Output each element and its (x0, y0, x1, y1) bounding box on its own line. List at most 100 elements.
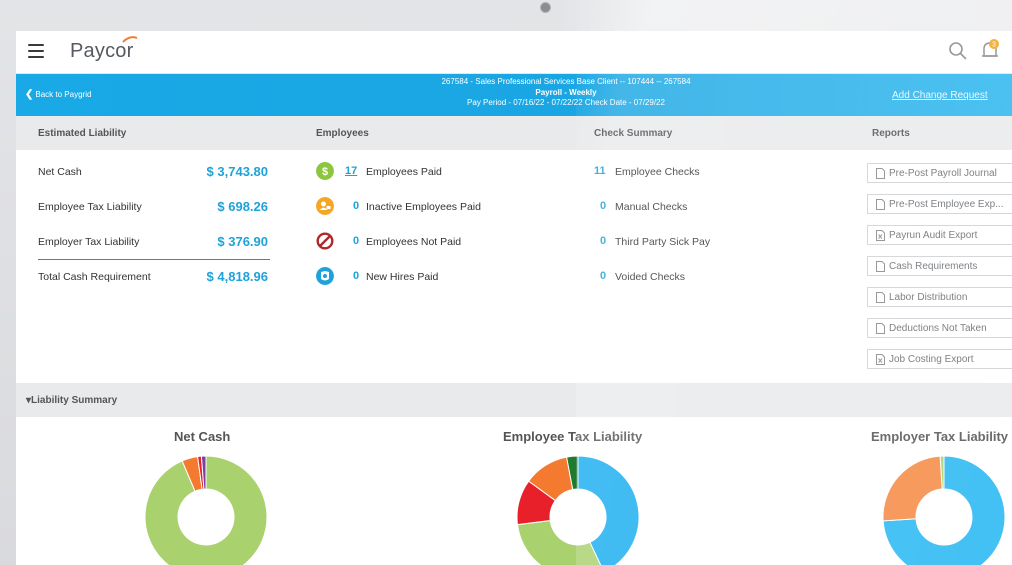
report-deductions-not-taken-button[interactable]: Deductions Not Taken (867, 318, 1012, 338)
caret-down-icon: ▾ (26, 395, 32, 406)
liability-value: $ 376.90 (217, 234, 268, 249)
donut-slice[interactable] (882, 455, 943, 522)
new-hires-count: 0 (353, 270, 360, 282)
donut-slice[interactable] (144, 455, 268, 565)
app-bar: Paycor 3 (16, 31, 1012, 74)
liability-total-row: Total Cash Requirement $ 4,818.96 (38, 269, 268, 287)
document-icon (876, 199, 885, 210)
not-paid-count: 0 (353, 235, 360, 247)
check-summary-heading: Check Summary (594, 128, 673, 139)
liability-value: $ 698.26 (217, 199, 268, 214)
logo-swoosh-icon (122, 36, 138, 43)
check-count: 11 (594, 165, 606, 177)
donut-slice[interactable] (200, 455, 207, 490)
check-label: Manual Checks (615, 201, 688, 213)
check-summary-list: 11 Employee Checks 0 Manual Checks 0 Thi… (594, 165, 834, 290)
employee-row: $ 17 Employees Paid (316, 162, 566, 180)
paycor-logo: Paycor (70, 40, 134, 62)
check-count: 0 (600, 200, 607, 212)
document-icon (876, 323, 885, 334)
liability-value: $ 4,818.96 (206, 269, 268, 284)
prohibited-icon (316, 232, 334, 250)
bell-icon[interactable]: 3 (979, 38, 1001, 62)
notification-count: 3 (992, 42, 996, 49)
inactive-paid-count: 0 (353, 200, 360, 212)
check-row: 11 Employee Checks (594, 165, 824, 182)
report-label: Payrun Audit Export (889, 230, 978, 241)
check-label: Voided Checks (615, 271, 686, 283)
report-job-costing-export-button[interactable]: Job Costing Export (867, 349, 1012, 369)
document-icon (876, 292, 885, 303)
report-pre-post-employee-export-button[interactable]: Pre-Post Employee Exp... (867, 194, 1012, 214)
liability-label: Employee Tax Liability (38, 201, 142, 213)
dollar-icon: $ (316, 162, 334, 180)
check-count: 0 (600, 270, 607, 282)
check-label: Employee Checks (615, 166, 700, 178)
employee-label: Employees Paid (366, 166, 442, 178)
employer-tax-chart-title: Employer Tax Liability (871, 429, 1009, 444)
liability-summary-toggle[interactable]: ▾Liability Summary (26, 395, 117, 406)
report-pre-post-payroll-journal-button[interactable]: Pre-Post Payroll Journal (867, 163, 1012, 183)
document-icon (876, 261, 885, 272)
period-line: Pay Period - 07/16/22 - 07/22/22 Check D… (467, 98, 665, 107)
employee-label: New Hires Paid (366, 271, 439, 283)
employees-paid-count-link[interactable]: 17 (345, 165, 358, 177)
check-label: Third Party Sick Pay (615, 236, 711, 248)
liability-row: Employer Tax Liability $ 376.90 (38, 234, 268, 252)
report-label: Pre-Post Payroll Journal (889, 168, 997, 179)
report-payrun-audit-export-button[interactable]: Payrun Audit Export (867, 225, 1012, 245)
employees-heading: Employees (316, 128, 369, 139)
employees-list: $ 17 Employees Paid 0 Inactive Employees… (316, 162, 576, 286)
chevron-left-icon: ❮ (25, 89, 34, 100)
check-count: 0 (600, 235, 607, 247)
estimated-liability-heading: Estimated Liability (38, 128, 127, 139)
employee-row: 0 Inactive Employees Paid (316, 197, 566, 215)
liability-row: Net Cash $ 3,743.80 (38, 164, 268, 182)
document-icon (876, 168, 885, 179)
report-cash-requirements-button[interactable]: Cash Requirements (867, 256, 1012, 276)
donut-slice[interactable] (939, 455, 945, 490)
report-label: Job Costing Export (889, 354, 974, 365)
check-row: 0 Manual Checks (594, 200, 824, 217)
app-screen: Paycor 3 ❮ Back to Paygrid 267584 - Sales… (16, 31, 1012, 565)
donut-slice[interactable] (577, 455, 640, 565)
liability-divider (38, 259, 270, 260)
estimated-liability-list: Net Cash $ 3,743.80 Employee Tax Liabili… (38, 164, 278, 287)
svg-text:$: $ (322, 166, 328, 178)
net-cash-chart-title: Net Cash (174, 429, 231, 444)
liability-summary-header: ▾Liability Summary (16, 383, 1012, 417)
reports-heading: Reports (872, 128, 910, 139)
payroll-line: Payroll - Weekly (535, 87, 597, 97)
check-row: 0 Third Party Sick Pay (594, 235, 824, 252)
spreadsheet-icon (876, 354, 885, 365)
report-label: Deductions Not Taken (889, 323, 987, 334)
back-to-paygrid-link[interactable]: ❮ Back to Paygrid (25, 89, 91, 100)
employee-tax-donut-chart (516, 455, 640, 565)
donut-slice[interactable] (882, 455, 1006, 565)
new-hire-icon (316, 267, 334, 285)
summary-header-row: Estimated Liability Employees Check Summ… (16, 116, 1012, 150)
employee-row: 0 Employees Not Paid (316, 232, 566, 250)
liability-row: Employee Tax Liability $ 698.26 (38, 199, 268, 217)
report-label: Labor Distribution (889, 292, 968, 303)
back-label: Back to Paygrid (35, 90, 92, 99)
employee-tax-chart-title: Employee Tax Liability (503, 429, 643, 444)
menu-icon[interactable] (28, 44, 44, 58)
donut-slice[interactable] (565, 455, 579, 491)
add-change-request-link[interactable]: Add Change Request (892, 90, 988, 101)
client-line: 267584 - Sales Professional Services Bas… (441, 77, 691, 86)
report-labor-distribution-button[interactable]: Labor Distribution (867, 287, 1012, 307)
liability-label: Total Cash Requirement (38, 271, 151, 283)
net-cash-donut-chart (144, 455, 268, 565)
donut-slice[interactable] (516, 519, 603, 565)
camera-icon (540, 2, 551, 13)
employee-label: Inactive Employees Paid (366, 201, 481, 213)
employer-tax-donut-chart (882, 455, 1006, 565)
check-row: 0 Voided Checks (594, 270, 824, 287)
liability-summary-label: Liability Summary (31, 395, 118, 406)
employee-label: Employees Not Paid (366, 236, 462, 248)
payroll-info: 267584 - Sales Professional Services Bas… (396, 77, 736, 109)
spreadsheet-icon (876, 230, 885, 241)
search-icon[interactable] (948, 41, 968, 61)
report-label: Pre-Post Employee Exp... (889, 199, 1004, 210)
